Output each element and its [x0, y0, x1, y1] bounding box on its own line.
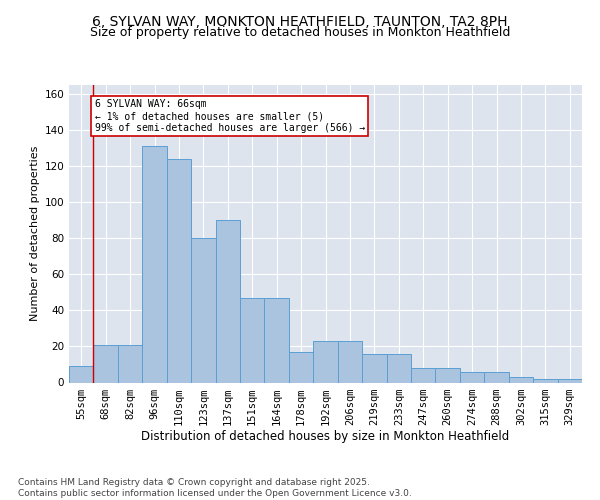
- Bar: [362, 354, 386, 382]
- Text: Size of property relative to detached houses in Monkton Heathfield: Size of property relative to detached ho…: [90, 26, 510, 39]
- Bar: [533, 379, 557, 382]
- Y-axis label: Number of detached properties: Number of detached properties: [30, 146, 40, 322]
- Bar: [386, 354, 411, 382]
- Bar: [265, 298, 289, 382]
- Bar: [484, 372, 509, 382]
- Bar: [191, 238, 215, 382]
- Bar: [94, 344, 118, 383]
- Bar: [215, 220, 240, 382]
- Bar: [338, 341, 362, 382]
- Bar: [118, 344, 142, 383]
- Bar: [460, 372, 484, 382]
- Bar: [69, 366, 94, 382]
- Bar: [557, 379, 582, 382]
- Text: 6 SYLVAN WAY: 66sqm
← 1% of detached houses are smaller (5)
99% of semi-detached: 6 SYLVAN WAY: 66sqm ← 1% of detached hou…: [95, 100, 365, 132]
- Bar: [240, 298, 265, 382]
- Text: 6, SYLVAN WAY, MONKTON HEATHFIELD, TAUNTON, TA2 8PH: 6, SYLVAN WAY, MONKTON HEATHFIELD, TAUNT…: [92, 15, 508, 29]
- Bar: [411, 368, 436, 382]
- Bar: [313, 341, 338, 382]
- Bar: [142, 146, 167, 382]
- Bar: [436, 368, 460, 382]
- Bar: [167, 159, 191, 382]
- Bar: [509, 377, 533, 382]
- Bar: [289, 352, 313, 382]
- Text: Contains HM Land Registry data © Crown copyright and database right 2025.
Contai: Contains HM Land Registry data © Crown c…: [18, 478, 412, 498]
- X-axis label: Distribution of detached houses by size in Monkton Heathfield: Distribution of detached houses by size …: [142, 430, 509, 444]
